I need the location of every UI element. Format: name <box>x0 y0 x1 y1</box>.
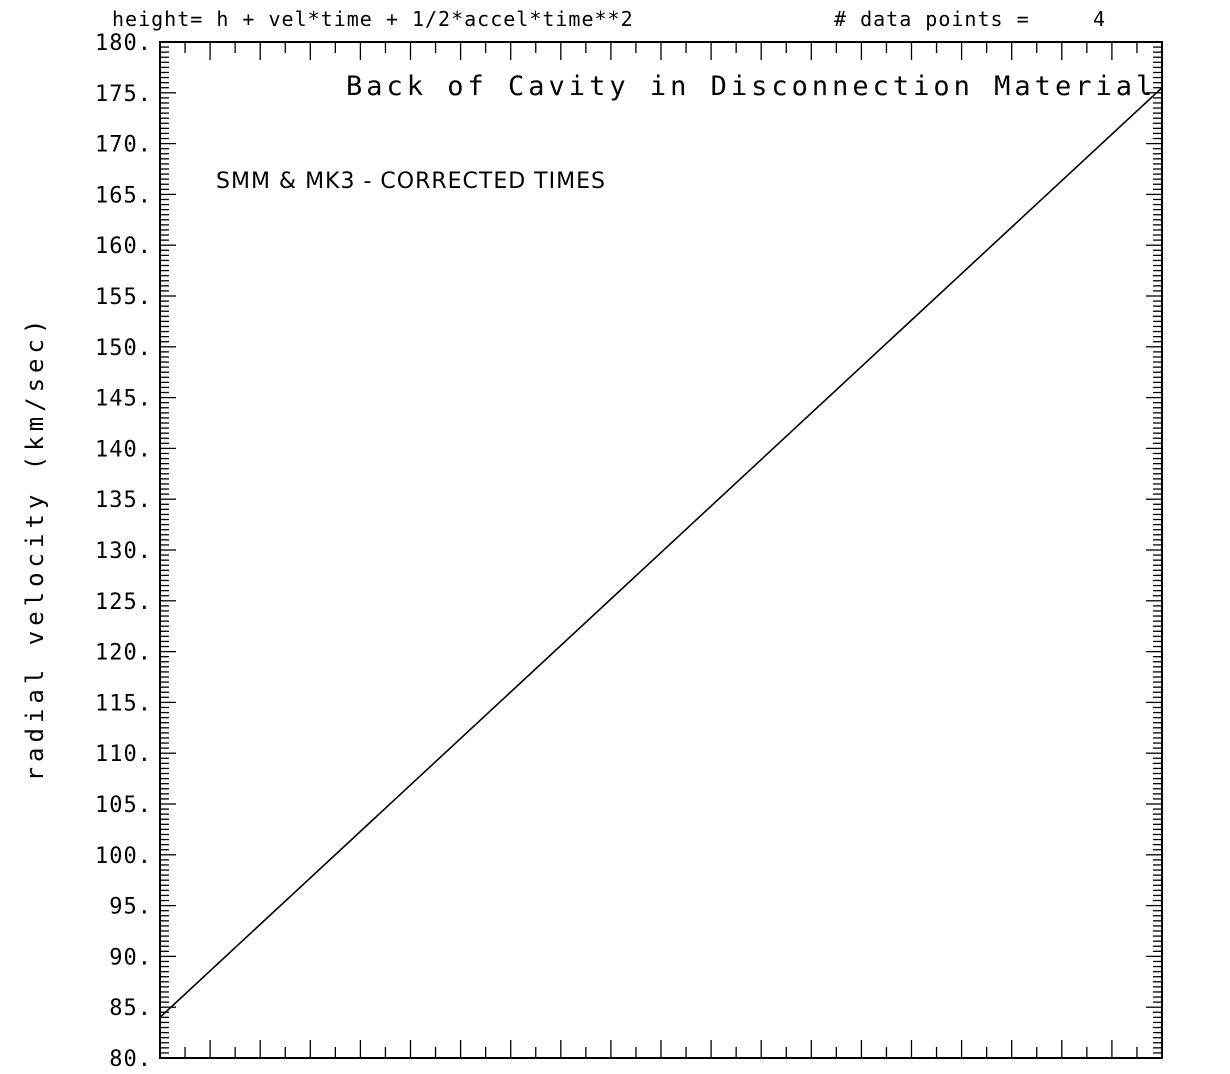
y-tick-label: 80. <box>109 1047 152 1072</box>
header-equation: height= h + vel*time + 1/2*accel*time**2 <box>112 7 634 31</box>
y-tick-label: 155. <box>95 285 152 310</box>
header-points-label: # data points = <box>834 7 1030 31</box>
y-tick-label: 175. <box>95 82 152 107</box>
chart-annotation: SMM & MK3 - CORRECTED TIMES <box>216 169 606 194</box>
y-tick-label: 85. <box>109 996 152 1021</box>
y-tick-label: 150. <box>95 336 152 361</box>
y-tick-label: 140. <box>95 437 152 462</box>
y-tick-label: 160. <box>95 234 152 259</box>
y-tick-label: 125. <box>95 590 152 615</box>
y-tick-label: 165. <box>95 183 152 208</box>
y-tick-label: 130. <box>95 539 152 564</box>
y-tick-label: 145. <box>95 387 152 412</box>
y-tick-labels: 180. 175. 170. 165. 160. 155. 150. 145. 140. 135.… <box>95 31 152 1072</box>
y-axis-label: radial velocity (km/sec) <box>21 315 49 782</box>
header-points-value: 4 <box>1093 7 1106 31</box>
y-tick-label: 170. <box>95 133 152 158</box>
y-tick-label: 95. <box>109 895 152 920</box>
y-tick-label: 105. <box>95 793 152 818</box>
y-tick-label: 90. <box>109 945 152 970</box>
y-tick-label: 100. <box>95 844 152 869</box>
y-tick-label: 135. <box>95 488 152 513</box>
series-line <box>159 87 1163 1018</box>
plot-frame <box>159 41 1163 1059</box>
y-tick-label: 115. <box>95 691 152 716</box>
data-series <box>159 87 1163 1018</box>
chart-title: Back of Cavity in Disconnection Material <box>346 71 1156 102</box>
y-tick-label: 110. <box>95 742 152 767</box>
y-tick-label: 120. <box>95 641 152 666</box>
axis-ticks <box>159 41 1163 1059</box>
y-tick-label: 180. <box>95 31 152 56</box>
